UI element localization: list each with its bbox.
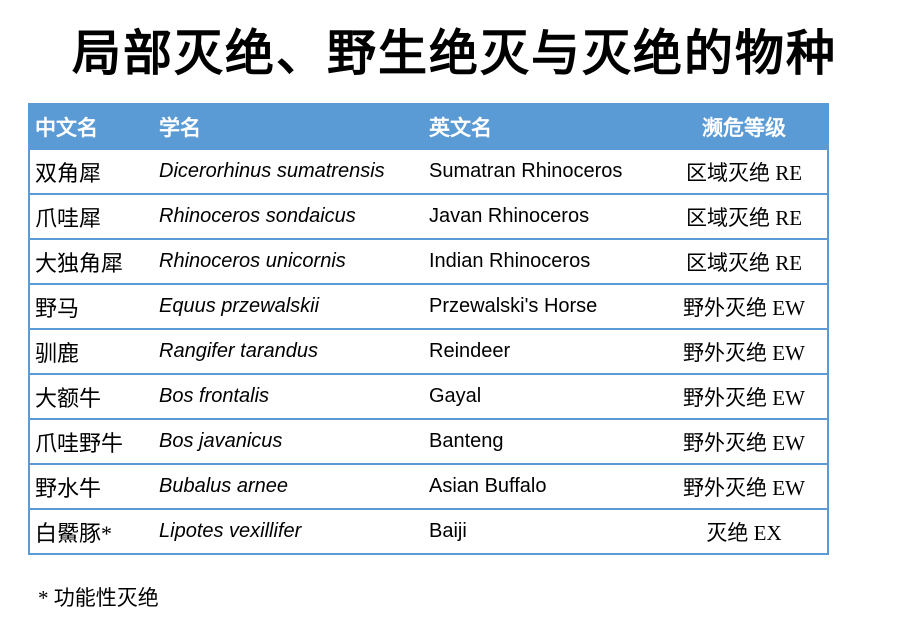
cell-threat-level: 野外灭绝 EW [661, 373, 828, 419]
column-header-english-name: 英文名 [426, 104, 661, 149]
cell-scientific-name: Bos frontalis [156, 373, 426, 419]
cell-english-name: Sumatran Rhinoceros [426, 148, 661, 194]
cell-scientific-name: Rhinoceros unicornis [156, 238, 426, 284]
table-row: 驯鹿 Rangifer tarandus Reindeer 野外灭绝 EW [29, 328, 828, 374]
cell-english-name: Przewalski's Horse [426, 283, 661, 329]
table-body: 双角犀 Dicerorhinus sumatrensis Sumatran Rhin… [29, 148, 828, 554]
cell-threat-level: 区域灭绝 RE [661, 148, 828, 194]
table-row: 白鱀豚* Lipotes vexillifer Baiji 灭绝 EX [29, 508, 828, 554]
cell-chinese-name: 大独角犀 [29, 238, 156, 284]
cell-chinese-name: 大额牛 [29, 373, 156, 419]
cell-chinese-name: 白鱀豚* [29, 508, 156, 554]
column-header-scientific-name: 学名 [156, 104, 426, 149]
cell-scientific-name: Lipotes vexillifer [156, 508, 426, 554]
cell-scientific-name: Bubalus arnee [156, 463, 426, 509]
table-row: 双角犀 Dicerorhinus sumatrensis Sumatran Rhin… [29, 148, 828, 194]
table-row: 爪哇野牛 Bos javanicus Banteng 野外灭绝 EW [29, 418, 828, 464]
cell-chinese-name: 野马 [29, 283, 156, 329]
cell-threat-level: 区域灭绝 RE [661, 193, 828, 239]
cell-chinese-name: 爪哇犀 [29, 193, 156, 239]
cell-chinese-name: 驯鹿 [29, 328, 156, 374]
table-header-row: 中文名 学名 英文名 濒危等级 [29, 104, 828, 149]
cell-threat-level: 野外灭绝 EW [661, 283, 828, 329]
table-row: 大额牛 Bos frontalis Gayal 野外灭绝 EW [29, 373, 828, 419]
cell-english-name: Baiji [426, 508, 661, 554]
cell-chinese-name: 爪哇野牛 [29, 418, 156, 464]
cell-threat-level: 区域灭绝 RE [661, 238, 828, 284]
cell-scientific-name: Equus przewalskii [156, 283, 426, 329]
cell-scientific-name: Rangifer tarandus [156, 328, 426, 374]
cell-threat-level: 野外灭绝 EW [661, 463, 828, 509]
table-row: 野水牛 Bubalus arnee Asian Buffalo 野外灭绝 EW [29, 463, 828, 509]
table-row: 大独角犀 Rhinoceros unicornis Indian Rhinocero… [29, 238, 828, 284]
footnote: * 功能性灭绝 [38, 586, 159, 610]
cell-english-name: Asian Buffalo [426, 463, 661, 509]
cell-english-name: Reindeer [426, 328, 661, 374]
cell-threat-level: 野外灭绝 EW [661, 328, 828, 374]
table-row: 爪哇犀 Rhinoceros sondaicus Javan Rhinoceros 区… [29, 193, 828, 239]
species-table: 中文名 学名 英文名 濒危等级 双角犀 Dicerorhinus sumatren… [28, 103, 829, 555]
cell-scientific-name: Rhinoceros sondaicus [156, 193, 426, 239]
cell-english-name: Banteng [426, 418, 661, 464]
cell-threat-level: 野外灭绝 EW [661, 418, 828, 464]
column-header-threat-level: 濒危等级 [661, 104, 828, 149]
column-header-chinese-name: 中文名 [29, 104, 156, 149]
table-row: 野马 Equus przewalskii Przewalski's Horse 野外灭… [29, 283, 828, 329]
cell-threat-level: 灭绝 EX [661, 508, 828, 554]
cell-scientific-name: Bos javanicus [156, 418, 426, 464]
cell-scientific-name: Dicerorhinus sumatrensis [156, 148, 426, 194]
cell-chinese-name: 双角犀 [29, 148, 156, 194]
cell-english-name: Gayal [426, 373, 661, 419]
cell-english-name: Indian Rhinoceros [426, 238, 661, 284]
cell-english-name: Javan Rhinoceros [426, 193, 661, 239]
cell-chinese-name: 野水牛 [29, 463, 156, 509]
page-title: 局部灭绝、野生绝灭与灭绝的物种 [71, 27, 837, 81]
